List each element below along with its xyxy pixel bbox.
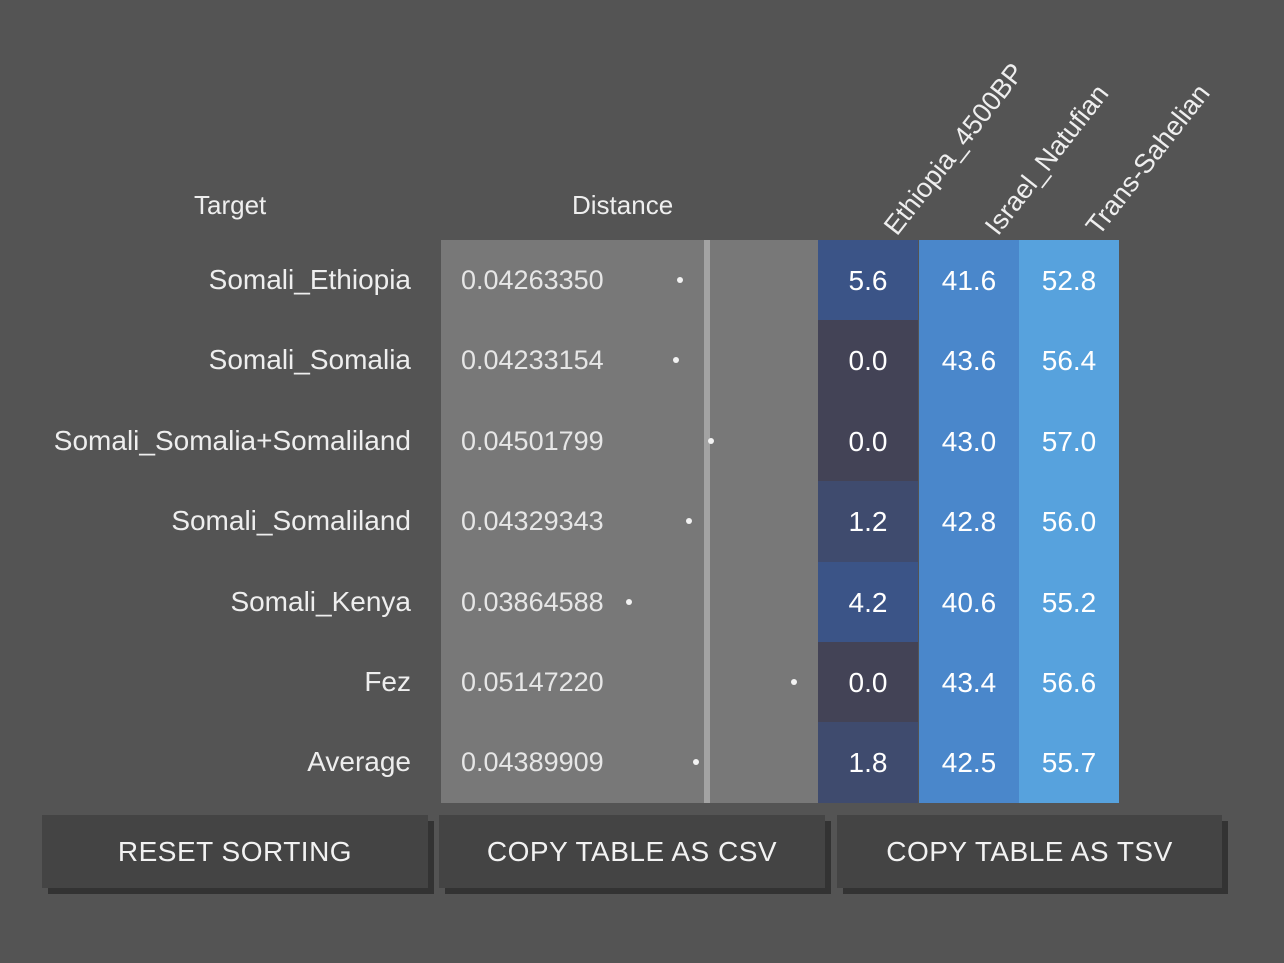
- distance-dot-marker: [686, 518, 692, 524]
- cell-trans-sahelian: 52.8: [1019, 240, 1119, 321]
- copy-csv-button[interactable]: COPY TABLE AS CSV: [439, 815, 825, 888]
- cell-israel-natufian: 42.5: [919, 722, 1019, 803]
- cell-ethiopia-4500bp: 1.8: [818, 722, 918, 803]
- average-distance-line: [704, 240, 710, 803]
- cell-trans-sahelian: 57.0: [1019, 401, 1119, 482]
- cell-israel-natufian: 42.8: [919, 481, 1019, 562]
- row-distance-value: 0.04389909: [461, 747, 604, 777]
- row-distance-value: 0.04501799: [461, 426, 604, 456]
- row-distance-value: 0.04233154: [461, 345, 604, 375]
- cell-trans-sahelian: 56.0: [1019, 481, 1119, 562]
- row-target-label: Somali_Somaliland: [171, 505, 411, 536]
- cell-ethiopia-4500bp: 4.2: [818, 562, 918, 643]
- row-distance-value: 0.04329343: [461, 506, 604, 536]
- cell-israel-natufian: 40.6: [919, 562, 1019, 643]
- distance-dot-marker: [693, 759, 699, 765]
- cell-ethiopia-4500bp: 0.0: [818, 320, 918, 401]
- cell-trans-sahelian: 55.2: [1019, 562, 1119, 643]
- cell-trans-sahelian: 55.7: [1019, 722, 1119, 803]
- distance-dot-marker: [673, 357, 679, 363]
- column-header-target[interactable]: Target: [194, 190, 267, 220]
- row-distance-value: 0.05147220: [461, 667, 604, 697]
- row-target-label: Somali_Kenya: [230, 586, 411, 617]
- reset-sorting-button[interactable]: RESET SORTING: [42, 815, 428, 888]
- cell-ethiopia-4500bp: 1.2: [818, 481, 918, 562]
- cell-ethiopia-4500bp: 5.6: [818, 240, 918, 321]
- row-target-label: Average: [307, 746, 411, 777]
- distance-column-panel: [441, 240, 818, 803]
- cell-israel-natufian: 43.6: [919, 320, 1019, 401]
- cell-trans-sahelian: 56.6: [1019, 642, 1119, 723]
- cell-israel-natufian: 43.4: [919, 642, 1019, 723]
- row-distance-value: 0.04263350: [461, 265, 604, 295]
- cell-ethiopia-4500bp: 0.0: [818, 401, 918, 482]
- cell-trans-sahelian: 56.4: [1019, 320, 1119, 401]
- row-distance-value: 0.03864588: [461, 587, 604, 617]
- distance-dot-marker: [626, 599, 632, 605]
- column-header-distance[interactable]: Distance: [572, 190, 674, 220]
- distance-dot-marker: [708, 438, 714, 444]
- distance-dot-marker: [791, 679, 797, 685]
- row-target-label: Somali_Somalia+Somaliland: [53, 425, 411, 456]
- cell-israel-natufian: 43.0: [919, 401, 1019, 482]
- row-target-label: Fez: [364, 666, 411, 697]
- distance-dot-marker: [677, 277, 683, 283]
- cell-ethiopia-4500bp: 0.0: [818, 642, 918, 723]
- copy-tsv-button[interactable]: COPY TABLE AS TSV: [837, 815, 1222, 888]
- cell-israel-natufian: 41.6: [919, 240, 1019, 321]
- row-target-label: Somali_Ethiopia: [208, 264, 411, 295]
- row-target-label: Somali_Somalia: [208, 344, 411, 375]
